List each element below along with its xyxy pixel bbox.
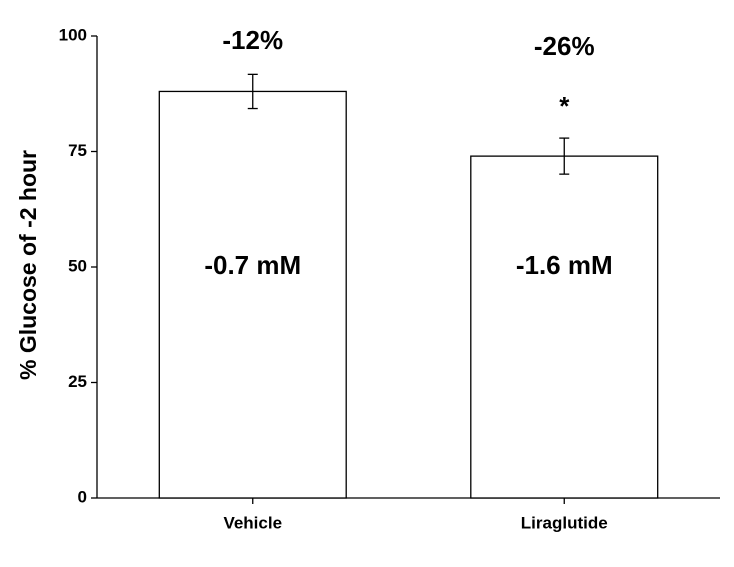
- inside-label: -0.7 mM: [204, 250, 301, 280]
- significance-marker: *: [559, 91, 570, 121]
- y-tick-label: 100: [59, 25, 87, 44]
- bar: [470, 155, 659, 499]
- y-tick-label: 25: [68, 372, 87, 391]
- y-tick-label: 0: [78, 487, 87, 506]
- y-tick-label: 75: [68, 141, 87, 160]
- inside-label: -1.6 mM: [516, 250, 613, 280]
- change-label: -26%: [534, 31, 595, 61]
- y-axis-title: % Glucose of -2 hour: [15, 150, 41, 380]
- x-tick-label: Liraglutide: [521, 513, 608, 532]
- y-tick-label: 50: [68, 256, 87, 275]
- bar: [158, 90, 347, 499]
- change-label: -12%: [222, 25, 283, 55]
- x-tick-label: Vehicle: [223, 513, 282, 532]
